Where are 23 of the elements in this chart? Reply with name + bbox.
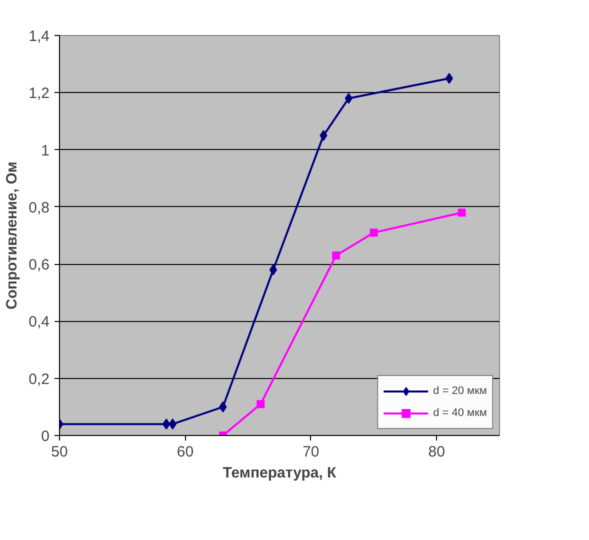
legend-label: d = 20 мкм (433, 385, 487, 397)
legend-label: d = 40 мкм (433, 407, 487, 419)
y-tick-label: 1,2 (28, 85, 50, 102)
point (458, 208, 466, 217)
y-tick-label: 0,6 (28, 256, 50, 274)
x-axis-title: Температура, К (222, 464, 338, 482)
y-tick-label: 1,4 (28, 28, 50, 45)
y-tick-label: 0,2 (28, 370, 50, 388)
x-tick-label: 80 (428, 444, 445, 460)
point (370, 228, 378, 237)
y-tick-label: 0 (41, 428, 50, 445)
point (320, 130, 328, 141)
x-tick-label: 60 (176, 444, 194, 460)
point (269, 264, 278, 276)
y-axis-title: Сопротивление, Ом (4, 161, 21, 310)
point (332, 252, 340, 260)
point (445, 72, 454, 84)
y-tick-label: 0,4 (28, 314, 50, 331)
x-tick-label: 50 (51, 444, 68, 460)
point (256, 400, 265, 408)
x-tick-label: 70 (302, 444, 320, 460)
y-tick-label: 1 (41, 142, 50, 160)
y-tick-label: 0,8 (28, 199, 50, 216)
